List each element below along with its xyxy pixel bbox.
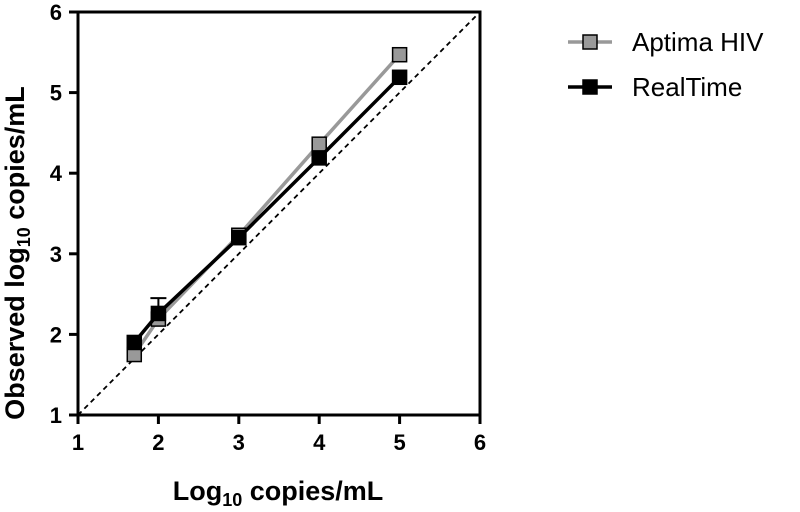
data-point xyxy=(311,136,327,152)
data-point xyxy=(311,150,327,166)
legend-item: RealTime xyxy=(568,72,742,102)
axes xyxy=(76,10,482,417)
y-axis-title-subscript: 10 xyxy=(14,227,34,247)
legend: Aptima HIV RealTime xyxy=(568,27,764,102)
legend-swatch-marker xyxy=(582,34,598,50)
x-tick-label: 4 xyxy=(313,430,326,455)
series-line xyxy=(132,53,401,356)
reference-line-layer xyxy=(77,11,481,416)
x-axis-title-rest: copies/mL xyxy=(242,476,383,506)
identity-reference-line xyxy=(77,11,481,416)
series-realtime xyxy=(126,69,408,351)
y-axis-title: Observed log10 copies/mL xyxy=(0,86,34,420)
legend-item: Aptima HIV xyxy=(568,27,764,57)
x-tick-label: 1 xyxy=(72,430,84,455)
x-axis-title: Log10 copies/mL xyxy=(173,476,384,510)
y-tick-label: 5 xyxy=(50,81,62,106)
x-axis-title-subscript: 10 xyxy=(222,490,242,510)
data-point xyxy=(391,69,408,86)
data-point xyxy=(391,46,408,63)
x-tick-label: 3 xyxy=(233,430,245,455)
legend-swatch-marker xyxy=(582,79,598,95)
x-axis-title-base: Log xyxy=(173,476,222,506)
y-axis-title-rest: copies/mL xyxy=(0,86,30,227)
data-point xyxy=(126,334,143,351)
y-tick-label: 6 xyxy=(50,0,62,25)
y-tick-label: 4 xyxy=(50,161,63,186)
x-tick-label: 2 xyxy=(152,430,164,455)
y-tick-label: 1 xyxy=(50,403,62,428)
y-tick-label: 2 xyxy=(50,322,62,347)
y-axis-title-base: Observed log xyxy=(0,247,30,420)
x-tick-label: 5 xyxy=(393,430,405,455)
series-aptima-hiv xyxy=(126,46,408,363)
data-point xyxy=(150,305,167,322)
legend-label: RealTime xyxy=(632,72,742,102)
series-layer xyxy=(126,46,408,363)
x-tick-label: 6 xyxy=(474,430,486,455)
tick-layer: 1 2 3 4 5 6 1 2 3 4 5 6 xyxy=(50,0,486,455)
plot-frame xyxy=(76,10,482,417)
y-tick-label: 3 xyxy=(50,242,62,267)
legend-label: Aptima HIV xyxy=(632,27,764,57)
data-point xyxy=(231,229,247,246)
